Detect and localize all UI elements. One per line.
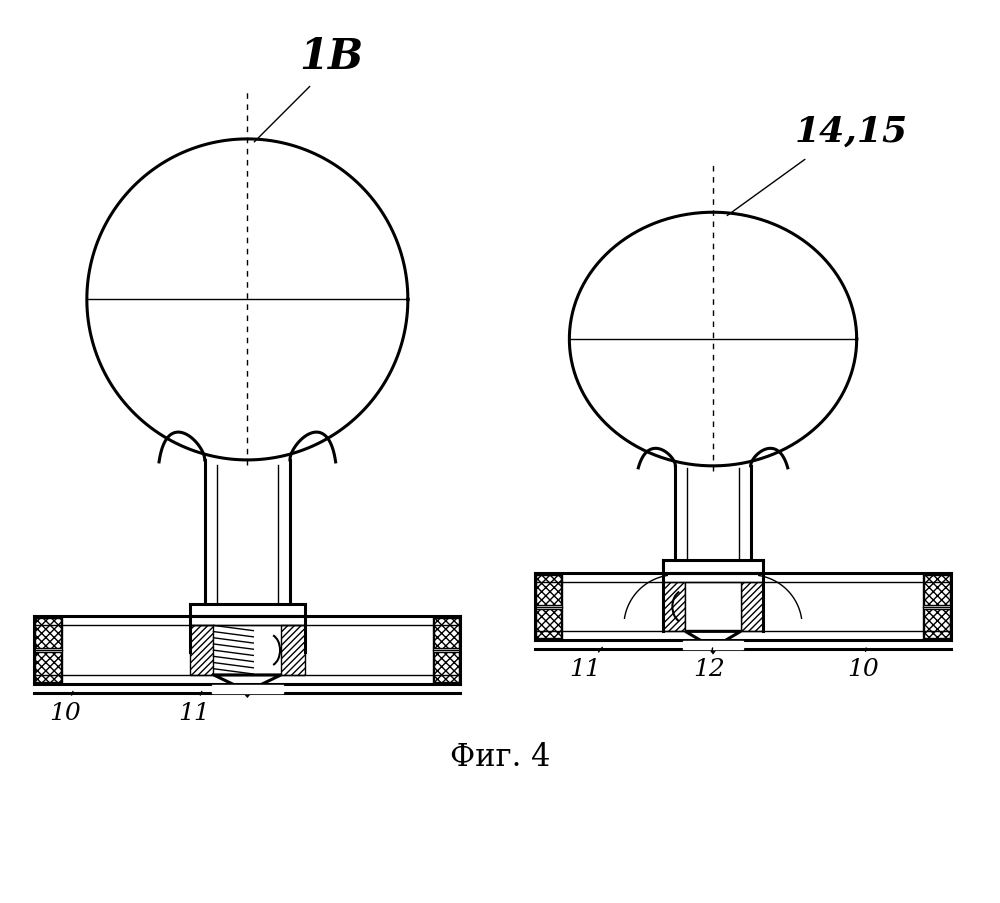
Polygon shape <box>683 641 743 649</box>
Text: 1В: 1В <box>299 35 363 78</box>
Text: Фиг. 4: Фиг. 4 <box>450 740 550 772</box>
Bar <box>434 652 459 682</box>
Bar <box>924 609 950 638</box>
Bar <box>281 626 305 675</box>
Bar <box>35 652 61 682</box>
Bar <box>741 582 763 631</box>
Bar <box>536 609 561 638</box>
Bar <box>536 575 561 605</box>
Text: 10: 10 <box>847 648 879 680</box>
Bar <box>190 626 213 675</box>
Bar <box>685 582 741 631</box>
Text: 11: 11 <box>569 647 602 680</box>
Text: 12: 12 <box>693 648 725 680</box>
Bar <box>434 619 459 648</box>
Text: 10: 10 <box>49 692 81 723</box>
Bar <box>35 619 61 648</box>
Bar <box>663 582 685 631</box>
Polygon shape <box>212 685 283 693</box>
Text: 11: 11 <box>178 692 210 723</box>
Text: 14,15: 14,15 <box>794 115 907 149</box>
Bar <box>924 575 950 605</box>
